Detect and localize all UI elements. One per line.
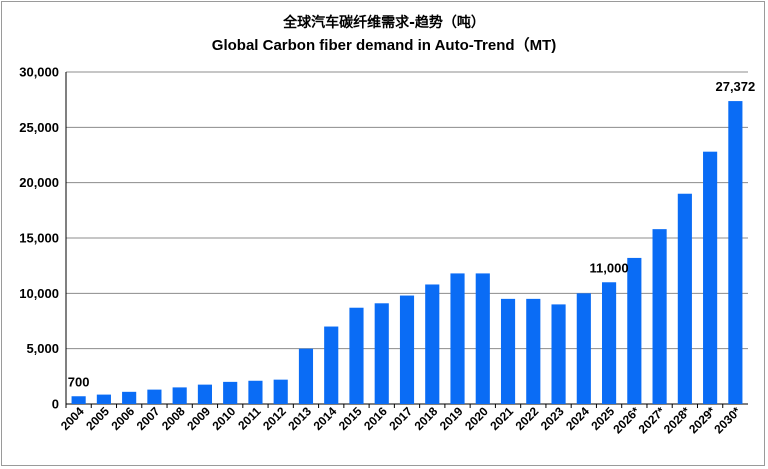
bar-2010 <box>223 381 238 404</box>
bar-2025 <box>602 282 617 404</box>
bar-2011 <box>248 380 263 404</box>
x-tick-label: 2021 <box>487 404 516 433</box>
y-tick-label: 20,000 <box>19 175 59 190</box>
data-label: 27,372 <box>715 79 755 94</box>
x-tick-label: 2016 <box>361 404 390 433</box>
x-tick-label: 2005 <box>83 404 112 433</box>
bar-2020 <box>475 273 490 404</box>
x-tick-label: 2009 <box>184 404 213 433</box>
bar-2028-forecast <box>677 193 692 404</box>
bar-2021 <box>500 298 516 404</box>
chart-title: Global Carbon fiber demand in Auto-Trend… <box>211 37 557 54</box>
x-tick-label: 2017 <box>386 404 415 433</box>
bar-2013 <box>298 348 314 404</box>
bar-2019 <box>450 273 465 404</box>
bar-2015 <box>349 307 364 404</box>
bar-2027-forecast <box>652 229 667 404</box>
x-tick-label: 2026* <box>610 404 642 436</box>
bar-2009 <box>197 384 212 404</box>
x-tick-label: 2024 <box>563 404 592 433</box>
bar-2029-forecast <box>703 151 718 404</box>
bar-2008 <box>172 387 187 404</box>
x-tick-label: 2013 <box>285 404 314 433</box>
y-tick-label: 0 <box>52 397 59 412</box>
x-tick-label: 2012 <box>260 404 289 433</box>
y-tick-label: 5,000 <box>26 341 59 356</box>
bar-2030-forecast <box>728 101 743 405</box>
bar-2018 <box>425 284 440 404</box>
bar-2012 <box>273 379 288 404</box>
bar-2023 <box>551 304 566 404</box>
x-tick-label: 2027* <box>636 404 668 436</box>
bar-2026-forecast <box>627 257 642 404</box>
x-tick-label: 2019 <box>437 404 466 433</box>
x-tick-label: 2014 <box>311 404 340 433</box>
y-tick-label: 10,000 <box>19 286 59 301</box>
bar-2007 <box>147 389 162 404</box>
x-tick-label: 2008 <box>159 404 188 433</box>
y-tick-label: 30,000 <box>19 65 59 80</box>
bar-2004 <box>71 396 86 404</box>
x-tick-label: 2004 <box>58 404 87 433</box>
bar-2016 <box>374 303 389 404</box>
x-tick-label: 2015 <box>336 404 365 433</box>
x-tick-label: 2023 <box>538 404 567 433</box>
x-tick-label: 2022 <box>513 404 542 433</box>
x-tick-label: 2029* <box>686 404 718 436</box>
y-tick-label: 25,000 <box>19 120 59 135</box>
x-tick-label: 2010 <box>210 404 239 433</box>
x-tick-label: 2007 <box>134 404 163 433</box>
x-tick-label: 2011 <box>235 404 264 433</box>
bar-2017 <box>399 295 415 404</box>
bar-2005 <box>96 394 111 404</box>
x-tick-label: 2028* <box>661 404 693 436</box>
data-label: 11,000 <box>590 260 629 275</box>
bar-2022 <box>526 298 541 404</box>
x-tick-label: 2006 <box>108 404 137 433</box>
x-tick-label: 2020 <box>462 404 491 433</box>
data-label: 700 <box>68 374 90 389</box>
bar-2014 <box>324 326 339 404</box>
bar-2006 <box>122 391 137 404</box>
y-tick-label: 15,000 <box>19 231 59 246</box>
x-tick-label: 2018 <box>412 404 441 433</box>
x-tick-label: 2030* <box>711 404 743 436</box>
chart-title-chinese: 全球汽车碳纤维需求-趋势（吨） <box>283 15 485 31</box>
bar-2024 <box>576 293 591 404</box>
